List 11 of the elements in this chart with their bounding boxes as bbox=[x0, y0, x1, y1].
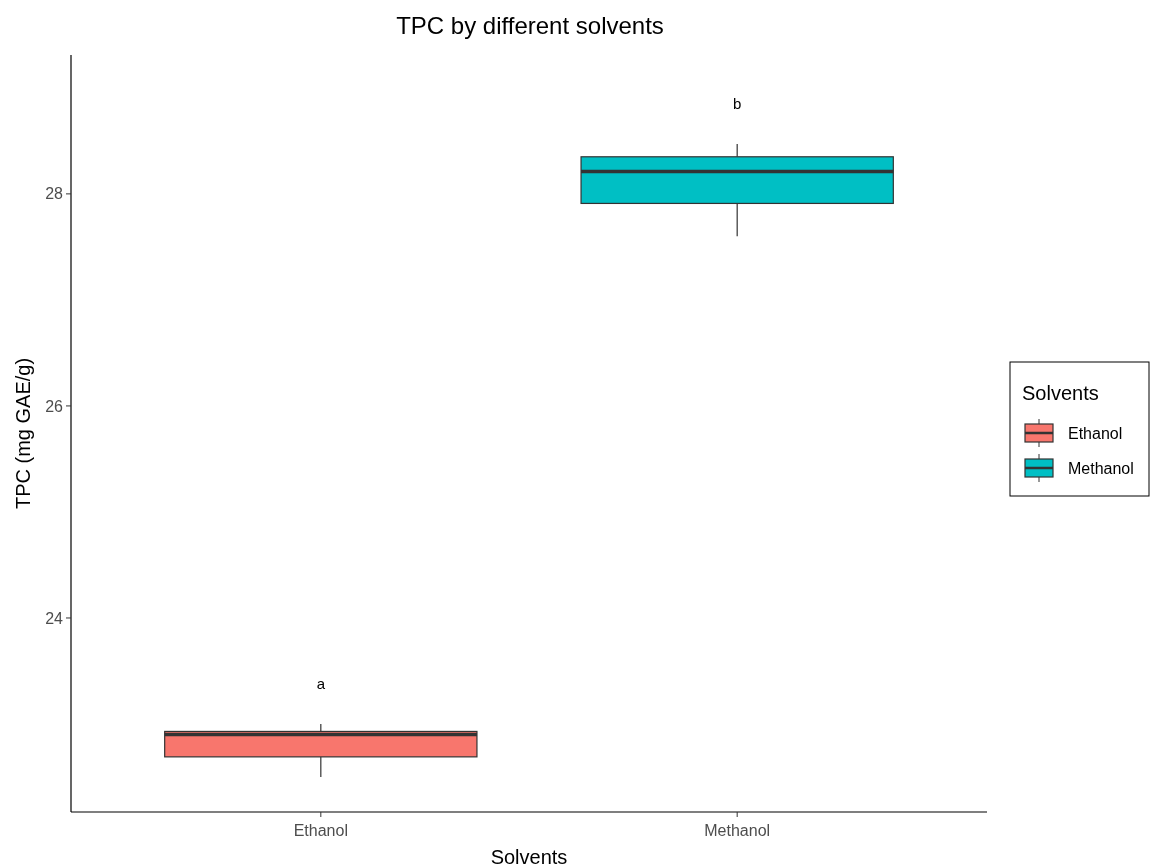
legend-label: Methanol bbox=[1068, 459, 1134, 477]
y-axis-title: TPC (mg GAE/g) bbox=[12, 357, 34, 510]
annotation: b bbox=[733, 95, 742, 113]
x-axis-title: Solvents bbox=[490, 846, 568, 866]
y-tick-label: 26 bbox=[45, 397, 64, 415]
legend-label: Ethanol bbox=[1068, 424, 1123, 442]
annotation: a bbox=[316, 675, 326, 693]
chart-title: TPC by different solvents bbox=[396, 12, 664, 39]
y-tick-label: 28 bbox=[45, 185, 64, 203]
y-tick-label: 24 bbox=[45, 609, 64, 627]
legend-title: Solvents bbox=[1022, 382, 1099, 404]
